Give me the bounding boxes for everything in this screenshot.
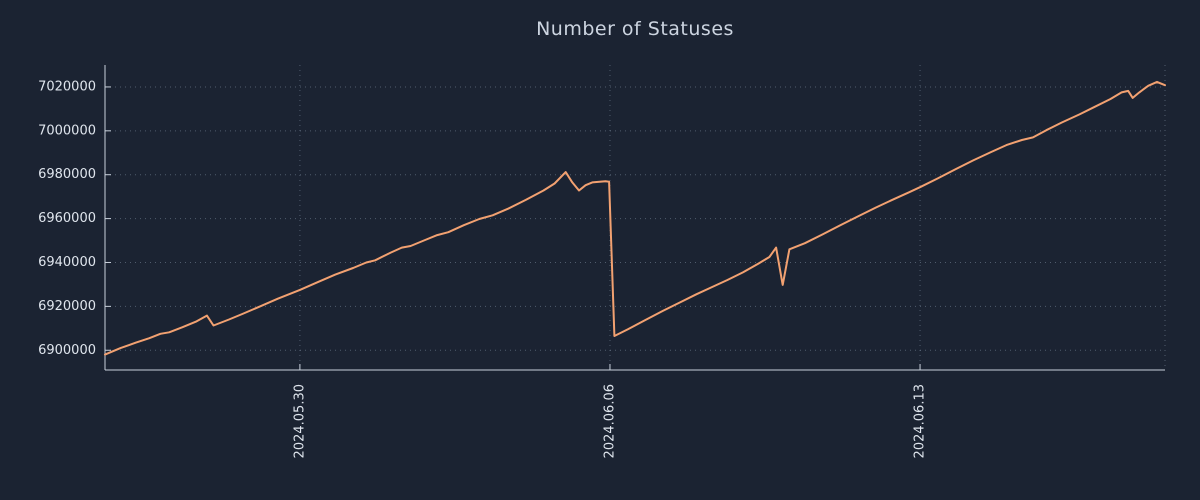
y-tick-label: 6900000 [38,343,96,358]
gridlines [105,65,1166,370]
y-tick-label: 7020000 [38,79,96,94]
y-axis-labels: 6900000 6920000 6940000 6960000 6980000 70000… [38,79,96,357]
x-tick-label: 2024.06.13 [913,384,928,458]
y-tick-label: 6980000 [38,167,96,182]
y-tick-label: 6960000 [38,211,96,226]
y-tick-label: 6920000 [38,299,96,314]
x-tick-label: 2024.06.06 [602,384,617,458]
chart-title: Number of Statuses [536,18,734,40]
x-axis-labels: 2024.05.30 2024.06.06 2024.06.13 [292,384,927,458]
axis-frame [104,65,1165,371]
data-series-line [104,80,1166,356]
y-tick-label: 6940000 [38,255,96,270]
data-series [104,80,1166,356]
x-tick-label: 2024.05.30 [292,384,307,458]
y-tick-label: 7000000 [38,123,96,138]
